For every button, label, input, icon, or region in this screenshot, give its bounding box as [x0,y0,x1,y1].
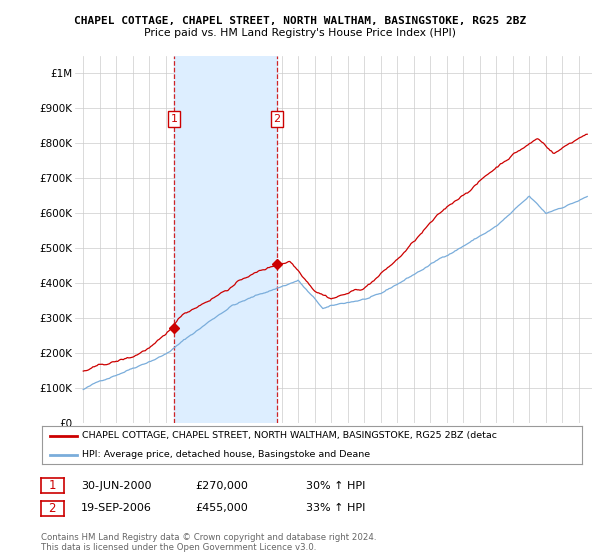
Bar [174,56,277,423]
Text: Price paid vs. HM Land Registry's House Price Index (HPI): Price paid vs. HM Land Registry's House … [144,28,456,38]
Text: 2: 2 [49,502,56,515]
Text: CHAPEL COTTAGE, CHAPEL STREET, NORTH WALTHAM, BASINGSTOKE, RG25 2BZ (detac: CHAPEL COTTAGE, CHAPEL STREET, NORTH WAL… [83,431,497,440]
Text: This data is licensed under the Open Government Licence v3.0.: This data is licensed under the Open Gov… [41,543,316,552]
Text: 1: 1 [49,479,56,492]
Text: Contains HM Land Registry data © Crown copyright and database right 2024.: Contains HM Land Registry data © Crown c… [41,533,376,542]
Text: 1: 1 [170,114,178,124]
Text: HPI: Average price, detached house, Basingstoke and Deane: HPI: Average price, detached house, Basi… [83,450,371,459]
Text: 30% ↑ HPI: 30% ↑ HPI [306,480,365,491]
Text: 19-SEP-2006: 19-SEP-2006 [81,503,152,514]
Text: 2: 2 [274,114,280,124]
Text: 33% ↑ HPI: 33% ↑ HPI [306,503,365,514]
Text: £455,000: £455,000 [195,503,248,514]
Text: CHAPEL COTTAGE, CHAPEL STREET, NORTH WALTHAM, BASINGSTOKE, RG25 2BZ: CHAPEL COTTAGE, CHAPEL STREET, NORTH WAL… [74,16,526,26]
Text: 30-JUN-2000: 30-JUN-2000 [81,480,151,491]
Text: £270,000: £270,000 [195,480,248,491]
